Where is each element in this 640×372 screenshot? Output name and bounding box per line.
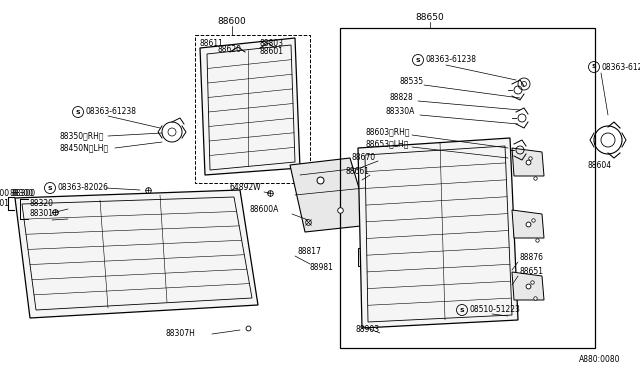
Text: 88601: 88601 xyxy=(259,48,283,57)
Text: 88661: 88661 xyxy=(345,167,369,176)
Text: 88330A: 88330A xyxy=(385,108,414,116)
Polygon shape xyxy=(512,272,544,300)
Text: A880:0080: A880:0080 xyxy=(579,356,620,365)
Text: 88350〈RH〉: 88350〈RH〉 xyxy=(60,131,104,141)
Text: 88300: 88300 xyxy=(10,189,34,198)
Text: 88600A: 88600A xyxy=(250,205,280,215)
Text: 88300: 88300 xyxy=(11,189,35,199)
Polygon shape xyxy=(200,38,300,175)
Text: S: S xyxy=(76,109,80,115)
Polygon shape xyxy=(358,138,518,328)
Text: 88670: 88670 xyxy=(352,154,376,163)
Bar xyxy=(195,35,310,183)
Text: 88981: 88981 xyxy=(310,263,334,273)
Polygon shape xyxy=(512,210,544,238)
Text: 88604: 88604 xyxy=(588,160,612,170)
Text: 88450N〈LH〉: 88450N〈LH〉 xyxy=(60,144,109,153)
Text: 88803: 88803 xyxy=(259,39,283,48)
Text: 08363-82026: 08363-82026 xyxy=(57,183,108,192)
Text: 88876: 88876 xyxy=(520,253,544,263)
Text: 88650: 88650 xyxy=(415,13,444,22)
Text: 88817: 88817 xyxy=(297,247,321,257)
Text: 88600: 88600 xyxy=(218,17,246,26)
Text: 88603〈RH〉: 88603〈RH〉 xyxy=(365,128,410,137)
Text: 88320: 88320 xyxy=(30,199,54,208)
Text: 88651: 88651 xyxy=(520,267,544,276)
Polygon shape xyxy=(512,148,544,176)
Text: 88301: 88301 xyxy=(30,209,54,218)
Bar xyxy=(340,28,595,348)
Text: 64892W: 64892W xyxy=(230,183,262,192)
Polygon shape xyxy=(290,158,370,232)
Text: S: S xyxy=(416,58,420,62)
Text: S: S xyxy=(460,308,464,312)
Text: 88307H: 88307H xyxy=(165,330,195,339)
Text: 08363-61238: 08363-61238 xyxy=(425,55,476,64)
Text: S: S xyxy=(48,186,52,190)
Text: S: S xyxy=(592,64,596,70)
Text: 88903: 88903 xyxy=(355,326,379,334)
Bar xyxy=(358,248,380,266)
Text: 88300: 88300 xyxy=(0,189,10,198)
Text: 88620: 88620 xyxy=(218,45,242,55)
Text: 88828: 88828 xyxy=(390,93,413,103)
Polygon shape xyxy=(15,190,258,318)
Text: 88653〈LH〉: 88653〈LH〉 xyxy=(365,140,408,148)
Text: 88535: 88535 xyxy=(400,77,424,87)
Text: 88611: 88611 xyxy=(200,39,224,48)
Text: 08363-61238: 08363-61238 xyxy=(601,62,640,71)
Text: 08510-51223: 08510-51223 xyxy=(469,305,520,314)
Text: 08363-61238: 08363-61238 xyxy=(85,108,136,116)
Text: 88301: 88301 xyxy=(0,199,10,208)
